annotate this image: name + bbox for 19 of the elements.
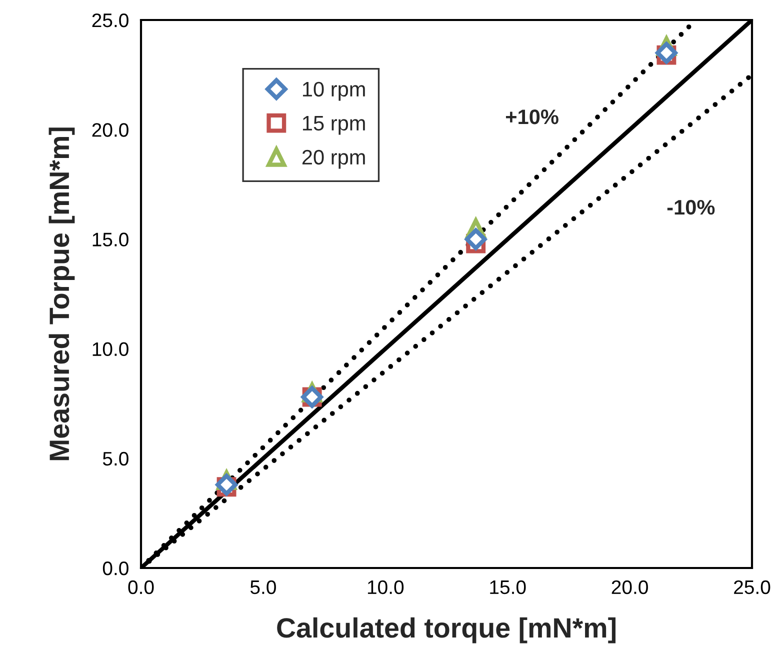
x-tick-label: 5.0: [250, 580, 276, 594]
y-tick-label: 10.0: [92, 342, 128, 356]
x-tick-label: 20.0: [612, 580, 648, 594]
y-tick-label: 15.0: [92, 232, 128, 246]
y-tick-label: 25.0: [92, 13, 128, 28]
y-tick-label: 5.0: [102, 452, 128, 466]
x-tick-label: 25.0: [734, 580, 770, 594]
annotation: -10%: [667, 200, 715, 215]
y-tick-label: 0.0: [102, 561, 128, 576]
legend-label: 10 rpm: [302, 82, 365, 101]
y-axis-title: Measured Torpue [mN*m]: [48, 128, 75, 460]
annotation: +10%: [506, 109, 558, 124]
x-tick-label: 15.0: [490, 580, 526, 594]
legend-label: 15 rpm: [302, 116, 365, 135]
x-tick-label: 0.0: [128, 580, 154, 594]
x-axis-title: Calculated torque [mN*m]: [277, 617, 616, 644]
legend-label: 20 rpm: [302, 150, 365, 169]
x-tick-label: 10.0: [368, 580, 404, 594]
y-tick-label: 20.0: [92, 123, 128, 137]
